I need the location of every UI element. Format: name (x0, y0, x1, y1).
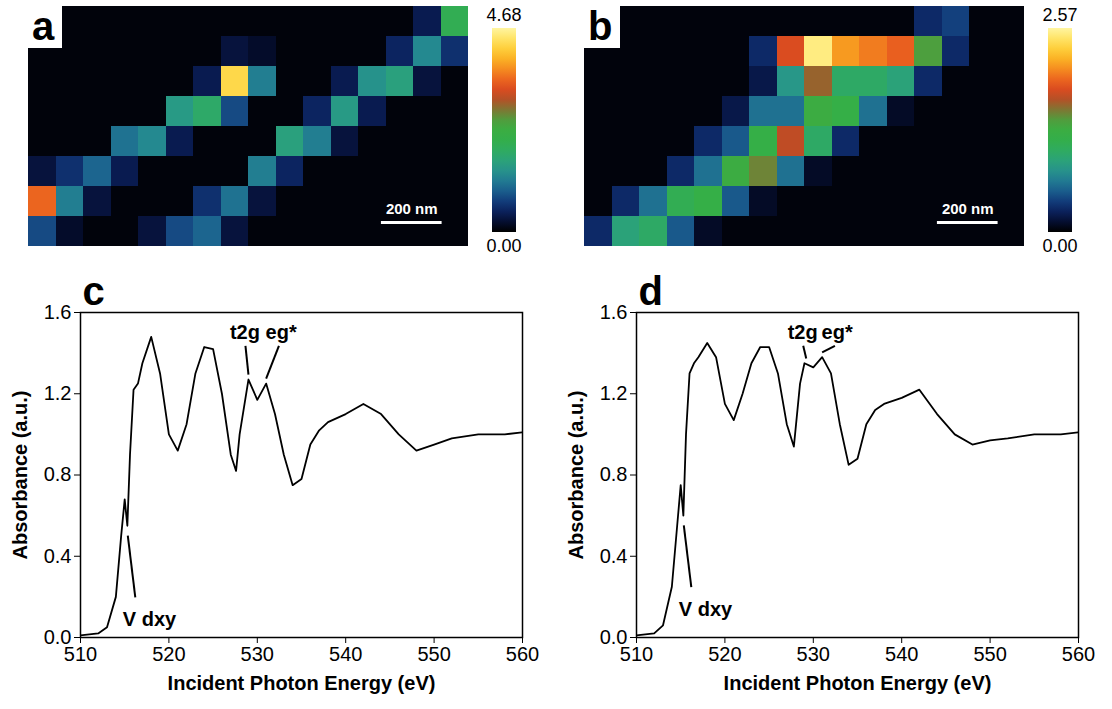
svg-text:V dxy: V dxy (679, 598, 733, 620)
svg-text:V dxy: V dxy (123, 608, 177, 630)
svg-text:530: 530 (241, 643, 274, 665)
svg-text:t2g: t2g (788, 321, 818, 343)
svg-text:Absorbance (a.u.): Absorbance (a.u.) (565, 391, 587, 560)
svg-text:0.4: 0.4 (44, 545, 72, 567)
svg-text:540: 540 (885, 643, 918, 665)
svg-text:0.0: 0.0 (43, 625, 72, 648)
svg-text:0.00: 0.00 (1042, 236, 1077, 256)
svg-text:0.4: 0.4 (600, 545, 628, 567)
svg-text:c: c (83, 269, 105, 313)
svg-text:2.57: 2.57 (1042, 5, 1077, 25)
svg-text:520: 520 (152, 643, 185, 665)
svg-text:0.00: 0.00 (486, 236, 521, 256)
svg-text:0.8: 0.8 (44, 463, 72, 485)
html-text:b: b (588, 4, 613, 48)
svg-text:510: 510 (64, 643, 97, 665)
html-text:a: a (32, 4, 55, 48)
svg-text:560: 560 (506, 643, 539, 665)
svg-text:1.6: 1.6 (600, 301, 628, 323)
svg-text:560: 560 (1062, 643, 1095, 665)
svg-text:200 nm: 200 nm (386, 200, 438, 217)
svg-text:4.68: 4.68 (486, 5, 521, 25)
svg-text:1.2: 1.2 (600, 382, 628, 404)
svg-text:0.8: 0.8 (600, 463, 628, 485)
svg-text:520: 520 (708, 643, 741, 665)
svg-text:d: d (639, 269, 663, 313)
svg-text:510: 510 (620, 643, 653, 665)
svg-text:540: 540 (329, 643, 362, 665)
svg-text:550: 550 (417, 643, 450, 665)
svg-text:eg*: eg* (266, 321, 297, 343)
svg-text:t2g: t2g (230, 321, 260, 343)
svg-text:Incident Photon Energy (eV): Incident Photon Energy (eV) (724, 672, 992, 694)
svg-text:1.2: 1.2 (44, 382, 72, 404)
svg-text:Absorbance (a.u.): Absorbance (a.u.) (9, 391, 31, 560)
svg-text:550: 550 (973, 643, 1006, 665)
svg-text:200 nm: 200 nm (942, 200, 994, 217)
svg-text:Incident Photon Energy (eV): Incident Photon Energy (eV) (168, 672, 436, 694)
svg-text:530: 530 (797, 643, 830, 665)
svg-text:eg*: eg* (822, 321, 853, 343)
svg-text:1.6: 1.6 (44, 301, 72, 323)
svg-text:0.0: 0.0 (599, 625, 628, 648)
